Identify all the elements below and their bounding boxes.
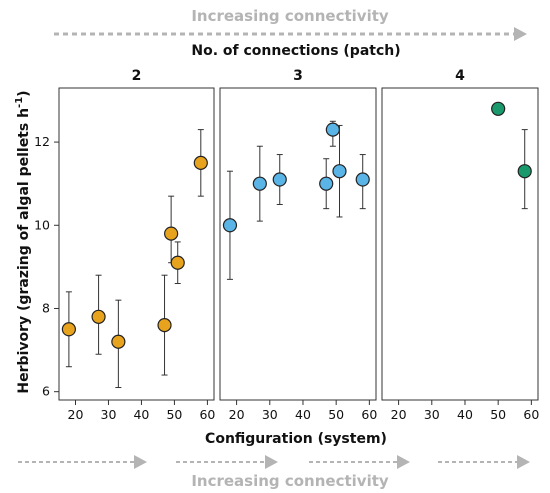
x-tick-label: 20 [229, 407, 245, 422]
x-tick-label: 60 [199, 407, 215, 422]
facet-panel-2: 2 20 30 40 50 60 6 8 10 12 [34, 68, 215, 422]
top-arrow-label: Increasing connectivity [191, 7, 389, 25]
facet-panel-4: 4 20 30 40 50 60 [381, 68, 539, 422]
x-tick-label: 40 [457, 407, 473, 422]
x-tick-label: 30 [262, 407, 278, 422]
x-tick-label: 50 [490, 407, 506, 422]
facet-label: 3 [293, 68, 303, 84]
y-tick-label: 6 [42, 384, 50, 399]
x-axis-title: Configuration (system) [205, 431, 387, 447]
bottom-arrow-2 [176, 455, 278, 469]
top-connectivity-arrow: Increasing connectivity [54, 7, 527, 41]
y-axis-title: Herbivory (grazing of algal pellets h-1) [14, 90, 32, 393]
facet-panel-3: 3 20 30 40 50 60 [219, 68, 377, 422]
y-axis-title-close: ) [16, 90, 32, 96]
top-arrow [54, 27, 527, 41]
bottom-arrow-3-head [397, 455, 410, 469]
data-point [272, 172, 287, 187]
bottom-arrow-4-head [517, 455, 530, 469]
data-point [170, 255, 185, 270]
x-tick-label: 50 [328, 407, 344, 422]
bottom-arrow-label: Increasing connectivity [191, 472, 389, 490]
chart-title: No. of connections (patch) [191, 43, 400, 59]
data-point [91, 309, 106, 324]
data-point [319, 176, 334, 191]
data-point [355, 172, 370, 187]
data-point [111, 334, 126, 349]
x-tick-label: 30 [424, 407, 440, 422]
facets: 2 20 30 40 50 60 6 8 10 12 3 20 30 40 50 60 4 20 30 40 50 60 [34, 68, 539, 422]
data-point [332, 164, 347, 179]
bottom-arrow-1 [18, 455, 147, 469]
x-tick-label: 60 [361, 407, 377, 422]
data-point [164, 226, 179, 241]
y-axis-title-main: Herbivory (grazing of algal pellets h [16, 108, 32, 394]
bottom-connectivity-arrows: Increasing connectivity [18, 455, 530, 490]
y-tick-label: 12 [34, 134, 50, 149]
bottom-arrow-1-head [134, 455, 147, 469]
facet-frame [58, 87, 215, 401]
x-tick-label: 40 [133, 407, 149, 422]
bottom-arrow-3 [309, 455, 410, 469]
data-point [491, 101, 506, 116]
x-tick-label: 50 [166, 407, 182, 422]
data-point [157, 318, 172, 333]
facet-label: 2 [132, 68, 142, 84]
x-tick-label: 20 [391, 407, 407, 422]
data-point [193, 155, 208, 170]
x-tick-label: 20 [68, 407, 84, 422]
data-point [517, 164, 532, 179]
x-tick-label: 30 [101, 407, 117, 422]
y-axis-title-superscript: -1 [14, 97, 25, 108]
facet-label: 4 [455, 68, 465, 84]
data-point [61, 322, 76, 337]
y-tick-label: 8 [42, 300, 50, 315]
data-point [222, 218, 238, 233]
facet-frame [219, 87, 377, 401]
top-arrow-head [514, 27, 527, 41]
facet-frame [381, 87, 539, 401]
bottom-arrow-4 [438, 455, 530, 469]
y-tick-label: 10 [34, 217, 50, 232]
bottom-arrow-2-head [265, 455, 278, 469]
x-tick-label: 40 [295, 407, 311, 422]
x-tick-label: 60 [523, 407, 539, 422]
data-point [252, 176, 267, 191]
